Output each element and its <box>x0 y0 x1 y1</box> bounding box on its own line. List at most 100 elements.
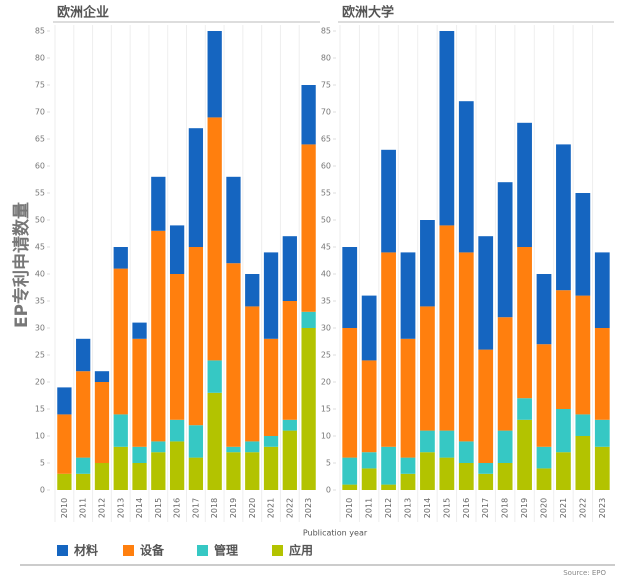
bar-segment <box>188 247 204 426</box>
legend-label: 设备 <box>140 543 165 558</box>
x-tick-label: 2015 <box>442 498 451 518</box>
x-tick-label: 2019 <box>229 498 238 518</box>
bar-segment <box>361 295 377 361</box>
bar-segment <box>575 193 591 296</box>
bar-segment <box>536 446 552 469</box>
y-tick-label: 25 <box>321 351 331 360</box>
x-tick-label: 2022 <box>285 498 294 518</box>
y-tick-label: 80 <box>321 54 331 63</box>
x-tick-label: 2017 <box>191 498 200 518</box>
bar-segment <box>188 425 204 458</box>
bar-segment <box>400 457 416 474</box>
x-tick-label: 2010 <box>345 498 354 518</box>
bar-segment <box>113 414 128 447</box>
y-tick-label: 15 <box>321 405 331 414</box>
bar-segment <box>207 360 222 393</box>
source: Source: EPO <box>563 569 606 577</box>
bar-segment <box>301 144 316 312</box>
bar-segment <box>151 230 166 442</box>
x-tick-label: 2013 <box>116 498 125 518</box>
y-tick-label: 0 <box>326 486 331 495</box>
bar-segment <box>478 236 494 350</box>
y-tick-label: 80 <box>35 54 45 63</box>
x-tick-label: 2019 <box>520 498 529 518</box>
bar-segment <box>536 468 552 490</box>
bar-segment <box>420 452 435 490</box>
legend-label: 应用 <box>289 543 313 558</box>
bar-segment <box>57 473 72 490</box>
y-tick-label: 45 <box>321 243 331 252</box>
y-tick-label: 10 <box>35 432 45 441</box>
x-tick-label: 2023 <box>304 498 313 518</box>
bar-segment <box>76 457 91 474</box>
y-tick-label: 75 <box>35 81 45 90</box>
bar-segment <box>556 144 571 291</box>
bar-segment <box>556 452 571 490</box>
bar-segment <box>439 430 455 458</box>
bar-segment <box>478 473 494 490</box>
bar-segment <box>132 322 147 339</box>
x-tick-label: 2012 <box>384 498 393 518</box>
bar-segment <box>226 452 241 490</box>
bar-segment <box>497 317 513 431</box>
y-tick-label: 20 <box>321 378 331 387</box>
x-tick-label: 2012 <box>97 498 106 518</box>
bar-segment <box>420 220 435 307</box>
bar-segment <box>263 338 279 436</box>
y-tick-label: 55 <box>321 189 331 198</box>
bar-segment <box>361 468 377 490</box>
x-tick-label: 2016 <box>173 498 182 518</box>
bar-segment <box>361 360 377 453</box>
bar-segment <box>439 225 455 431</box>
x-tick-label: 2014 <box>135 498 144 518</box>
bar-segment <box>301 311 316 328</box>
legend-swatch <box>57 545 68 556</box>
y-tick-label: 40 <box>321 270 331 279</box>
bar-segment <box>439 31 455 226</box>
bar-segment <box>361 452 377 469</box>
bar-segment <box>94 371 110 382</box>
bar-segment <box>458 441 474 463</box>
y-tick-label: 40 <box>35 270 45 279</box>
bar-segment <box>207 392 222 490</box>
bar-segment <box>497 463 513 490</box>
x-tick-label: 2013 <box>404 498 413 518</box>
x-tick-label: 2020 <box>248 498 257 518</box>
bar-segment <box>536 344 552 447</box>
y-tick-label: 85 <box>321 27 331 36</box>
bar-segment <box>575 436 591 490</box>
bar-segment <box>282 301 297 420</box>
bar-segment <box>263 446 279 490</box>
bar-segment <box>282 236 297 301</box>
x-tick-label: 2023 <box>598 498 607 518</box>
y-tick-label: 65 <box>321 135 331 144</box>
bar-segment <box>301 85 316 145</box>
bar-segment <box>226 263 241 447</box>
bar-segment <box>439 457 455 490</box>
y-tick-label: 10 <box>321 432 331 441</box>
y-tick-label: 30 <box>321 324 331 333</box>
bar-segment <box>381 149 396 253</box>
bar-segment <box>169 274 185 420</box>
y-tick-label: 65 <box>35 135 45 144</box>
bar-segment <box>76 473 91 490</box>
bar-segment <box>420 306 435 431</box>
bar-segment <box>301 328 316 490</box>
x-axis-label: Publication year <box>303 529 368 538</box>
y-tick-label: 20 <box>35 378 45 387</box>
bar-segment <box>400 473 416 490</box>
y-tick-label: 75 <box>321 81 331 90</box>
y-tick-label: 55 <box>35 189 45 198</box>
bar-segment <box>76 338 91 372</box>
x-tick-label: 2011 <box>365 498 374 518</box>
x-tick-label: 2010 <box>60 498 69 518</box>
bar-segment <box>381 484 396 490</box>
bar-segment <box>594 252 610 328</box>
x-tick-label: 2022 <box>578 498 587 518</box>
y-tick-label: 50 <box>35 216 45 225</box>
legend-label: 材料 <box>73 543 98 558</box>
bar-segment <box>226 446 241 453</box>
bar-segment <box>517 419 532 490</box>
bar-segment <box>132 338 147 447</box>
